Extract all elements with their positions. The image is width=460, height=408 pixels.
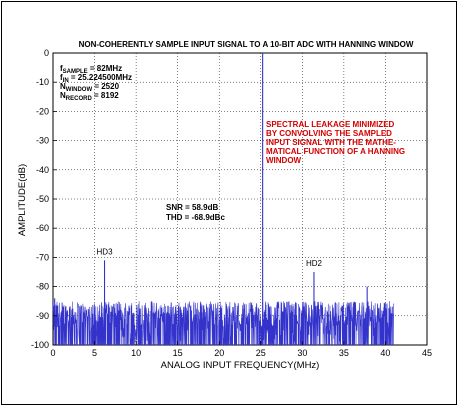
peak-label: HD2	[306, 259, 323, 268]
chart-title: NON-COHERENTLY SAMPLE INPUT SIGNAL TO A …	[79, 40, 414, 49]
y-tick-label: -40	[36, 165, 49, 175]
y-tick-label: -30	[36, 136, 49, 146]
y-tick-label: -20	[36, 106, 49, 116]
x-tick-label: 30	[297, 348, 307, 358]
parameter-line: NRECORD = 8192	[60, 91, 119, 102]
x-tick-label: 15	[173, 348, 183, 358]
y-tick-label: 0	[44, 48, 49, 58]
metric-line: SNR = 58.9dB	[166, 203, 218, 212]
note-line: INPUT SIGNAL WITH THE MATHE-	[266, 138, 396, 147]
spectrum-series	[52, 53, 395, 346]
x-axis-ticks: 0 5 10 15 20 25 30 35 40 45	[50, 341, 432, 358]
x-tick-label: 25	[256, 348, 266, 358]
note-line: MATICAL FUNCTION OF A HANNING	[266, 147, 405, 156]
note-line: WINDOW	[266, 156, 302, 165]
x-tick-label: 20	[214, 348, 224, 358]
grid-lines	[52, 52, 428, 346]
parameter-line: fIN = 25.224500MHz	[60, 73, 132, 84]
parameter-line: fSAMPLE = 82MHz	[60, 64, 122, 75]
y-tick-label: -80	[36, 282, 49, 292]
parameter-line: NWINDOW = 2520	[60, 82, 120, 93]
x-axis-label: ANALOG INPUT FREQUENCY(MHz)	[161, 360, 320, 371]
x-tick-label: 45	[422, 348, 432, 358]
y-tick-label: -90	[36, 311, 49, 321]
metric-line: THD = -68.9dBc	[166, 213, 225, 222]
x-tick-label: 5	[92, 348, 97, 358]
y-tick-label: -100	[31, 340, 49, 350]
peak-labels: HD3 HD2	[97, 247, 323, 268]
y-tick-label: -70	[36, 252, 49, 262]
x-tick-label: 0	[50, 348, 55, 358]
note-line: SPECTRAL LEAKAGE MINIMIZED	[266, 120, 395, 129]
x-tick-label: 35	[339, 348, 349, 358]
y-axis-ticks: 0 -10 -20 -30 -40 -50 -60 -70 -80 -90 -100	[31, 48, 57, 350]
y-tick-label: -50	[36, 194, 49, 204]
peak-label: HD3	[97, 247, 114, 256]
y-tick-label: -60	[36, 223, 49, 233]
x-tick-label: 10	[131, 348, 141, 358]
x-tick-label: 40	[380, 348, 390, 358]
note-line: BY CONVOLVING THE SAMPLED	[266, 129, 392, 138]
noise-floor-trace	[52, 301, 395, 346]
y-tick-label: -10	[36, 77, 49, 87]
y-axis-label: AMPLITUDE(dB)	[17, 164, 28, 236]
